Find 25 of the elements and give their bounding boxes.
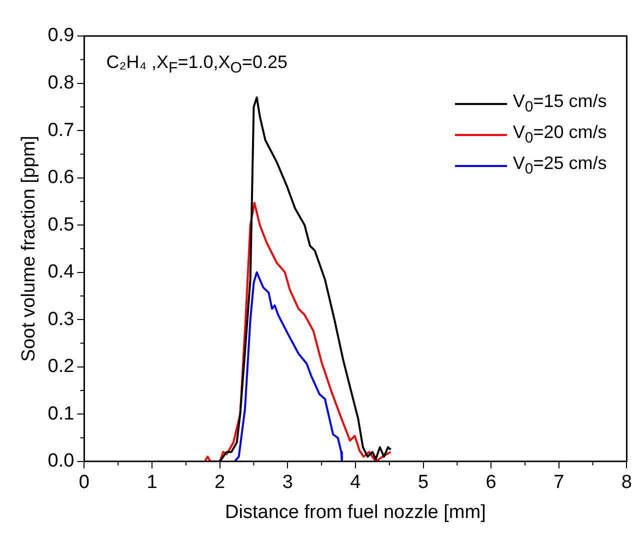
legend-label: V$_{0}$=15 cm/s	[512, 91, 607, 116]
annotation: C₂H₄ ,X$_{F}$=1.0,X$_{O}$=0.25	[106, 52, 288, 77]
x-tick-label: 6	[486, 472, 496, 494]
y-tick-label: 0.9	[48, 25, 74, 46]
y-tick-label: 0.2	[48, 356, 74, 378]
x-tick-label: 1	[146, 472, 158, 494]
x-tick-label: 3	[282, 472, 293, 494]
y-tick-label: 0.5	[48, 214, 74, 236]
y-tick-label: 0.1	[48, 403, 74, 424]
y-tick-label: 0.6	[48, 167, 74, 188]
x-axis-title: Distance from fuel nozzle [mm]	[225, 502, 486, 523]
legend-label: V$_{0}$=20 cm/s	[512, 122, 607, 147]
x-tick-label: 0	[78, 472, 90, 494]
y-axis-title: Soot volume fraction [ppm]	[18, 136, 40, 362]
y-tick-label: 0.4	[48, 262, 75, 283]
legend-label: V$_{0}$=25 cm/s	[512, 153, 607, 178]
x-tick-label: 7	[554, 472, 564, 494]
x-tick-label: 8	[621, 472, 632, 494]
x-tick-label: 5	[418, 472, 429, 494]
y-tick-label: 0.0	[48, 450, 74, 472]
y-tick-label: 0.3	[48, 308, 74, 330]
y-tick-label: 0.7	[48, 120, 74, 141]
y-tick-label: 0.8	[48, 72, 74, 94]
x-tick-label: 4	[350, 472, 362, 494]
x-tick-label: 2	[214, 472, 226, 494]
